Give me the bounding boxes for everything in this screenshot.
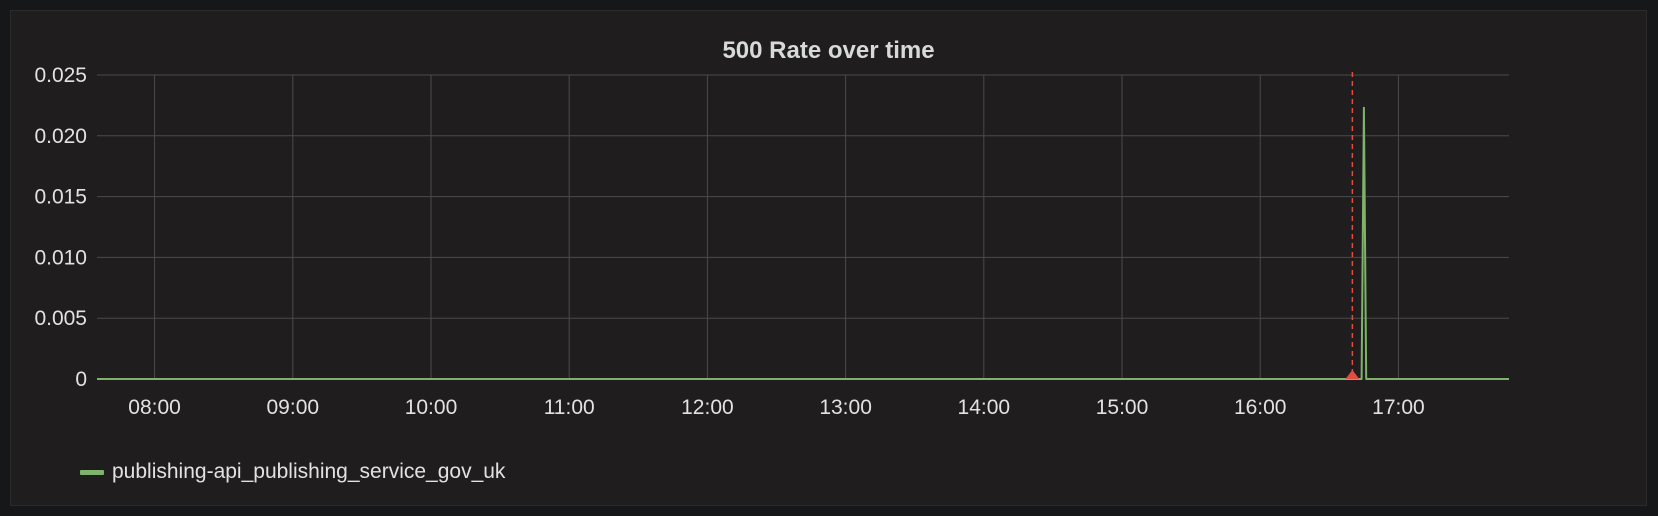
x-tick-label: 15:00 — [1096, 396, 1149, 419]
y-tick-label: 0.015 — [34, 186, 87, 209]
grid-layer — [97, 74, 1509, 379]
legend-series-swatch — [80, 469, 104, 475]
annotation-marker-triangle — [1345, 370, 1360, 379]
series-line — [97, 106, 1509, 380]
y-tick-label: 0.005 — [34, 307, 87, 330]
x-axis-ticks: 08:00 09:00 10:00 11:00 12:00 13:00 14:00 15:00… — [128, 396, 1424, 419]
y-tick-label: 0.020 — [34, 125, 87, 148]
y-tick-label: 0.025 — [34, 64, 87, 87]
graph-panel: 500 Rate over time — [10, 10, 1647, 506]
legend[interactable]: publishing-api_publishing_service_gov_uk — [80, 460, 505, 484]
x-tick-label: 13:00 — [819, 396, 872, 419]
x-tick-label: 08:00 — [128, 396, 181, 419]
x-tick-label: 09:00 — [267, 396, 320, 419]
x-tick-label: 11:00 — [544, 396, 595, 419]
x-tick-label: 12:00 — [681, 396, 734, 419]
series-layer — [97, 106, 1509, 380]
x-tick-label: 16:00 — [1234, 396, 1287, 419]
y-tick-label: 0 — [75, 368, 87, 391]
y-axis-ticks: 0.025 0.020 0.015 0.010 0.005 0 — [34, 64, 87, 391]
panel-title[interactable]: 500 Rate over time — [722, 37, 935, 64]
y-tick-label: 0.010 — [34, 246, 87, 269]
x-tick-label: 10:00 — [405, 396, 458, 419]
annotation-layer[interactable] — [1345, 72, 1360, 379]
legend-series-label[interactable]: publishing-api_publishing_service_gov_uk — [112, 460, 506, 483]
x-tick-label: 17:00 — [1372, 396, 1425, 419]
x-tick-label: 14:00 — [958, 396, 1011, 419]
